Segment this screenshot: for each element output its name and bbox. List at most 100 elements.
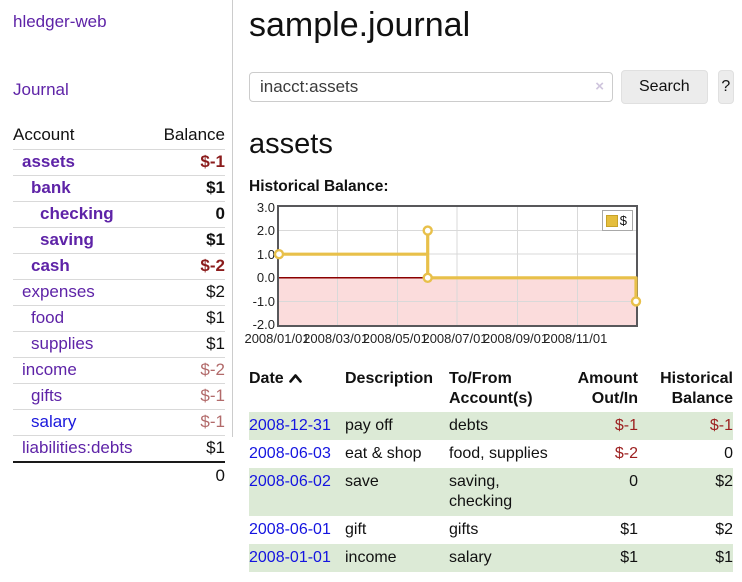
- account-row-income: income $-2: [13, 357, 225, 383]
- account-balance: $-2: [200, 256, 225, 275]
- transaction-balance: 0: [724, 445, 733, 462]
- x-tick: 2008/07/01: [422, 331, 488, 346]
- account-row-food: food $1: [13, 305, 225, 331]
- account-balance: $-1: [200, 386, 225, 405]
- transaction-date-link[interactable]: 2008-12-31: [249, 417, 331, 434]
- transaction-balance: $2: [715, 521, 733, 538]
- y-tick: 2.0: [256, 223, 275, 238]
- accounts-total-row: 0: [13, 461, 225, 489]
- account-link-income[interactable]: income: [22, 360, 77, 379]
- register-table: Date Description To/From Account(s) Amou…: [249, 367, 733, 572]
- transaction-balance: $2: [715, 473, 733, 490]
- transaction-accounts: salary: [449, 549, 492, 566]
- transaction-amount: $-1: [614, 417, 638, 434]
- account-link-assets[interactable]: assets: [22, 152, 75, 171]
- x-tick: 2008/09/01: [483, 331, 549, 346]
- chart-title: Historical Balance:: [249, 178, 389, 195]
- account-row-supplies: supplies $1: [13, 331, 225, 357]
- y-tick: -1.0: [252, 294, 275, 309]
- transaction-balance: $1: [715, 549, 733, 566]
- data-point-markers: [273, 225, 642, 307]
- account-link-gifts[interactable]: gifts: [31, 386, 63, 405]
- search-input[interactable]: [249, 72, 613, 102]
- help-button[interactable]: ?: [717, 70, 734, 104]
- account-balance: $1: [206, 230, 225, 249]
- y-tick: -2.0: [252, 317, 275, 332]
- transaction-accounts: saving, checking: [449, 473, 513, 510]
- account-row-checking: checking 0: [13, 201, 225, 227]
- x-tick: 2008/05/01: [362, 331, 428, 346]
- transaction-description: pay off: [345, 417, 393, 434]
- chart-plot-area[interactable]: $: [273, 205, 642, 327]
- search-form: × Search ?: [249, 70, 734, 104]
- transaction-description: gift: [345, 521, 367, 538]
- account-link-supplies[interactable]: supplies: [31, 334, 94, 353]
- accounts-header-account: Account: [13, 125, 75, 144]
- account-balance: $1: [206, 308, 225, 327]
- transaction-date-link[interactable]: 2008-01-01: [249, 549, 331, 566]
- app-title-link[interactable]: hledger-web: [13, 12, 107, 31]
- account-link-food[interactable]: food: [31, 308, 65, 327]
- transaction-row[interactable]: 2008-06-01 gift gifts $1 $2: [249, 516, 733, 544]
- header-date[interactable]: Date: [249, 367, 345, 412]
- x-tick: 2008/11/01: [543, 331, 608, 346]
- account-row-bank: bank $1: [13, 175, 225, 201]
- transaction-row[interactable]: 2008-06-02 save saving, checking 0 $2: [249, 468, 733, 516]
- transaction-accounts: food, supplies: [449, 445, 548, 462]
- account-link-bank[interactable]: bank: [31, 178, 71, 197]
- account-row-expenses: expenses $2: [13, 279, 225, 305]
- account-row-liabilities-debts: liabilities:debts $1: [13, 435, 225, 461]
- transaction-date-link[interactable]: 2008-06-02: [249, 473, 331, 490]
- account-balance: $-1: [200, 412, 225, 431]
- transaction-row[interactable]: 2008-12-31 pay off debts $-1 $-1: [249, 412, 733, 440]
- chart-canvas: [273, 207, 642, 325]
- account-row-saving: saving $1: [13, 227, 225, 253]
- main-content: sample.journal × Search ? assets Histori…: [244, 0, 734, 572]
- transaction-date-link[interactable]: 2008-06-01: [249, 521, 331, 538]
- transaction-balance: $-1: [709, 417, 733, 434]
- account-row-gifts: gifts $-1: [13, 383, 225, 409]
- accounts-total-value: 0: [215, 466, 225, 485]
- x-tick: 2008/03/01: [303, 331, 369, 346]
- page-title: sample.journal: [249, 6, 471, 44]
- historical-balance-chart: 3.0 2.0 1.0 0.0 -1.0 -2.0: [244, 200, 734, 347]
- header-description[interactable]: Description: [345, 370, 434, 387]
- transaction-accounts: gifts: [449, 521, 479, 538]
- account-link-checking[interactable]: checking: [40, 204, 114, 223]
- transaction-amount: $-2: [614, 445, 638, 462]
- account-link-salary[interactable]: salary: [31, 412, 77, 431]
- account-row-cash: cash $-2: [13, 253, 225, 279]
- header-amount[interactable]: Amount Out/In: [577, 370, 638, 407]
- transaction-accounts: debts: [449, 417, 489, 434]
- transaction-amount: 0: [629, 473, 638, 490]
- transaction-row[interactable]: 2008-06-03 eat & shop food, supplies $-2…: [249, 440, 733, 468]
- account-balance: $1: [206, 334, 225, 353]
- account-link-saving[interactable]: saving: [40, 230, 94, 249]
- account-balance: $-2: [200, 360, 225, 379]
- header-balance[interactable]: Historical Balance: [660, 370, 733, 407]
- chart-legend: $: [601, 210, 633, 231]
- sidebar-item-journal[interactable]: Journal: [13, 80, 69, 99]
- transaction-amount: $1: [620, 521, 638, 538]
- transaction-amount: $1: [620, 549, 638, 566]
- account-link-expenses[interactable]: expenses: [22, 282, 95, 301]
- header-accounts[interactable]: To/From Account(s): [449, 370, 533, 407]
- account-balance: $-1: [200, 152, 225, 171]
- account-link-cash[interactable]: cash: [31, 256, 70, 275]
- search-button[interactable]: Search: [621, 70, 708, 104]
- y-tick: 1.0: [256, 247, 275, 262]
- account-balance: $1: [206, 438, 225, 457]
- transaction-description: save: [345, 473, 379, 490]
- clear-search-icon[interactable]: ×: [595, 78, 604, 95]
- account-row-assets: assets $-1: [13, 149, 225, 175]
- transaction-date-link[interactable]: 2008-06-03: [249, 445, 331, 462]
- sort-ascending-icon: [288, 369, 302, 389]
- account-balance: $1: [206, 178, 225, 197]
- y-tick: 3.0: [256, 200, 275, 215]
- x-tick: 2008/01/01: [244, 331, 310, 346]
- y-tick: 0.0: [256, 270, 275, 285]
- balance-series-line: [279, 229, 638, 302]
- transaction-row[interactable]: 2008-01-01 income salary $1 $1: [249, 544, 733, 572]
- account-link-liabilities-debts[interactable]: liabilities:debts: [22, 438, 133, 457]
- accounts-header-balance: Balance: [163, 125, 225, 144]
